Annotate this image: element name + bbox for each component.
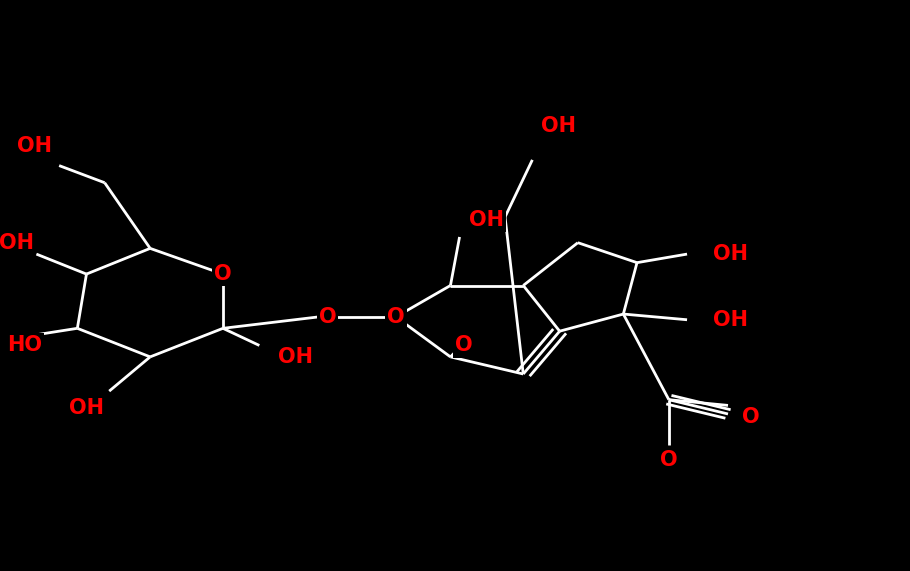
Text: O: O — [660, 449, 678, 470]
Text: OH: OH — [713, 244, 747, 264]
Text: OH: OH — [69, 398, 104, 419]
Text: O: O — [455, 335, 473, 356]
Text: O: O — [387, 307, 405, 327]
Text: OH: OH — [713, 309, 747, 330]
Text: OH: OH — [278, 347, 312, 367]
Text: O: O — [318, 307, 337, 327]
Text: OH: OH — [541, 115, 576, 136]
Text: HO: HO — [7, 335, 42, 356]
Text: OH: OH — [17, 135, 52, 156]
Text: OH: OH — [0, 232, 34, 253]
Text: OH: OH — [469, 210, 503, 230]
Text: O: O — [214, 264, 232, 284]
Text: O: O — [742, 407, 760, 427]
